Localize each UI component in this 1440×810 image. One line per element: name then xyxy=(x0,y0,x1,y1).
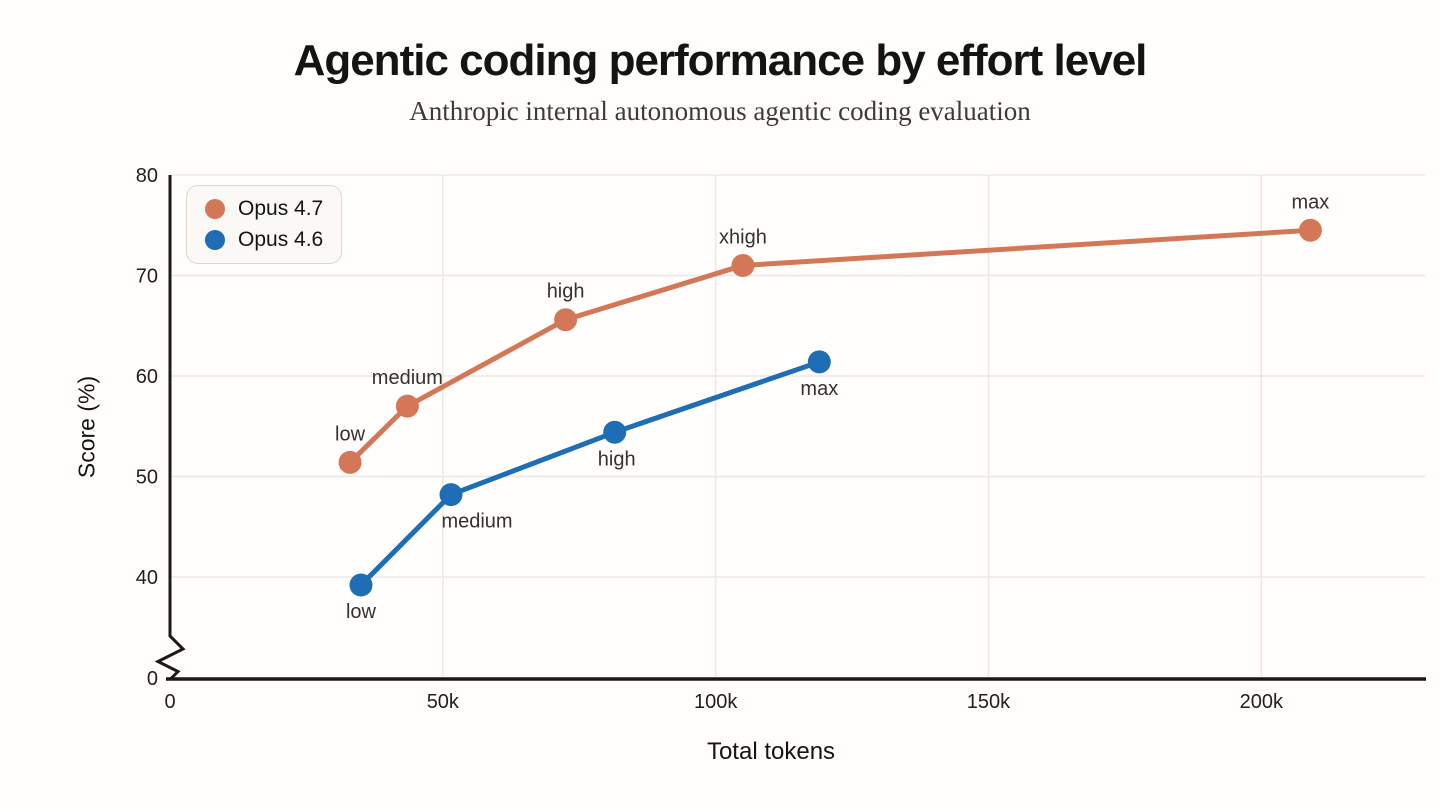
point-label: medium xyxy=(372,367,443,389)
legend-item: Opus 4.7 xyxy=(205,197,323,221)
x-tick-label: 200k xyxy=(1240,691,1284,713)
y-tick-label: 70 xyxy=(136,266,158,288)
legend-swatch-icon xyxy=(205,199,225,219)
x-tick-label: 100k xyxy=(694,691,738,713)
series-line xyxy=(358,359,822,588)
y-tick-label: 40 xyxy=(136,567,158,589)
legend-label: Opus 4.6 xyxy=(238,228,324,251)
x-axis-label: Total tokens xyxy=(706,738,836,765)
y-tick-label: 0 xyxy=(147,668,158,690)
legend-item: Opus 4.6 xyxy=(205,228,323,252)
chart-title: Agentic coding performance by effort lev… xyxy=(293,36,1148,85)
point-label: medium xyxy=(441,511,512,533)
point-label: max xyxy=(800,378,838,400)
data-point xyxy=(603,420,627,444)
data-point xyxy=(554,308,578,332)
point-label: xhigh xyxy=(719,226,767,248)
legend-label: Opus 4.7 xyxy=(238,197,324,220)
point-label: high xyxy=(598,448,636,470)
point-label: low xyxy=(335,423,366,445)
y-axis-label: Score (%) xyxy=(73,375,100,479)
data-point xyxy=(349,573,373,597)
point-label: low xyxy=(346,601,377,623)
data-point xyxy=(395,394,419,418)
legend-swatch-icon xyxy=(205,230,225,250)
data-point xyxy=(807,350,831,374)
y-tick-label: 50 xyxy=(136,467,158,489)
data-point xyxy=(731,253,755,277)
y-axis-line-with-break xyxy=(154,175,186,681)
y-tick-label: 80 xyxy=(136,165,158,187)
y-tick-label: 60 xyxy=(136,366,158,388)
data-point xyxy=(338,450,362,474)
data-point xyxy=(1298,218,1322,242)
x-tick-label: 50k xyxy=(427,691,460,713)
point-label: max xyxy=(1292,191,1330,213)
legend: Opus 4.7 Opus 4.6 xyxy=(186,185,343,264)
x-tick-label: 0 xyxy=(164,691,175,713)
x-tick-label: 150k xyxy=(967,691,1011,713)
series-line xyxy=(347,227,1313,465)
chart-subtitle: Anthropic internal autonomous agentic co… xyxy=(409,96,1031,126)
data-point xyxy=(439,483,463,507)
point-label: high xyxy=(547,281,585,303)
